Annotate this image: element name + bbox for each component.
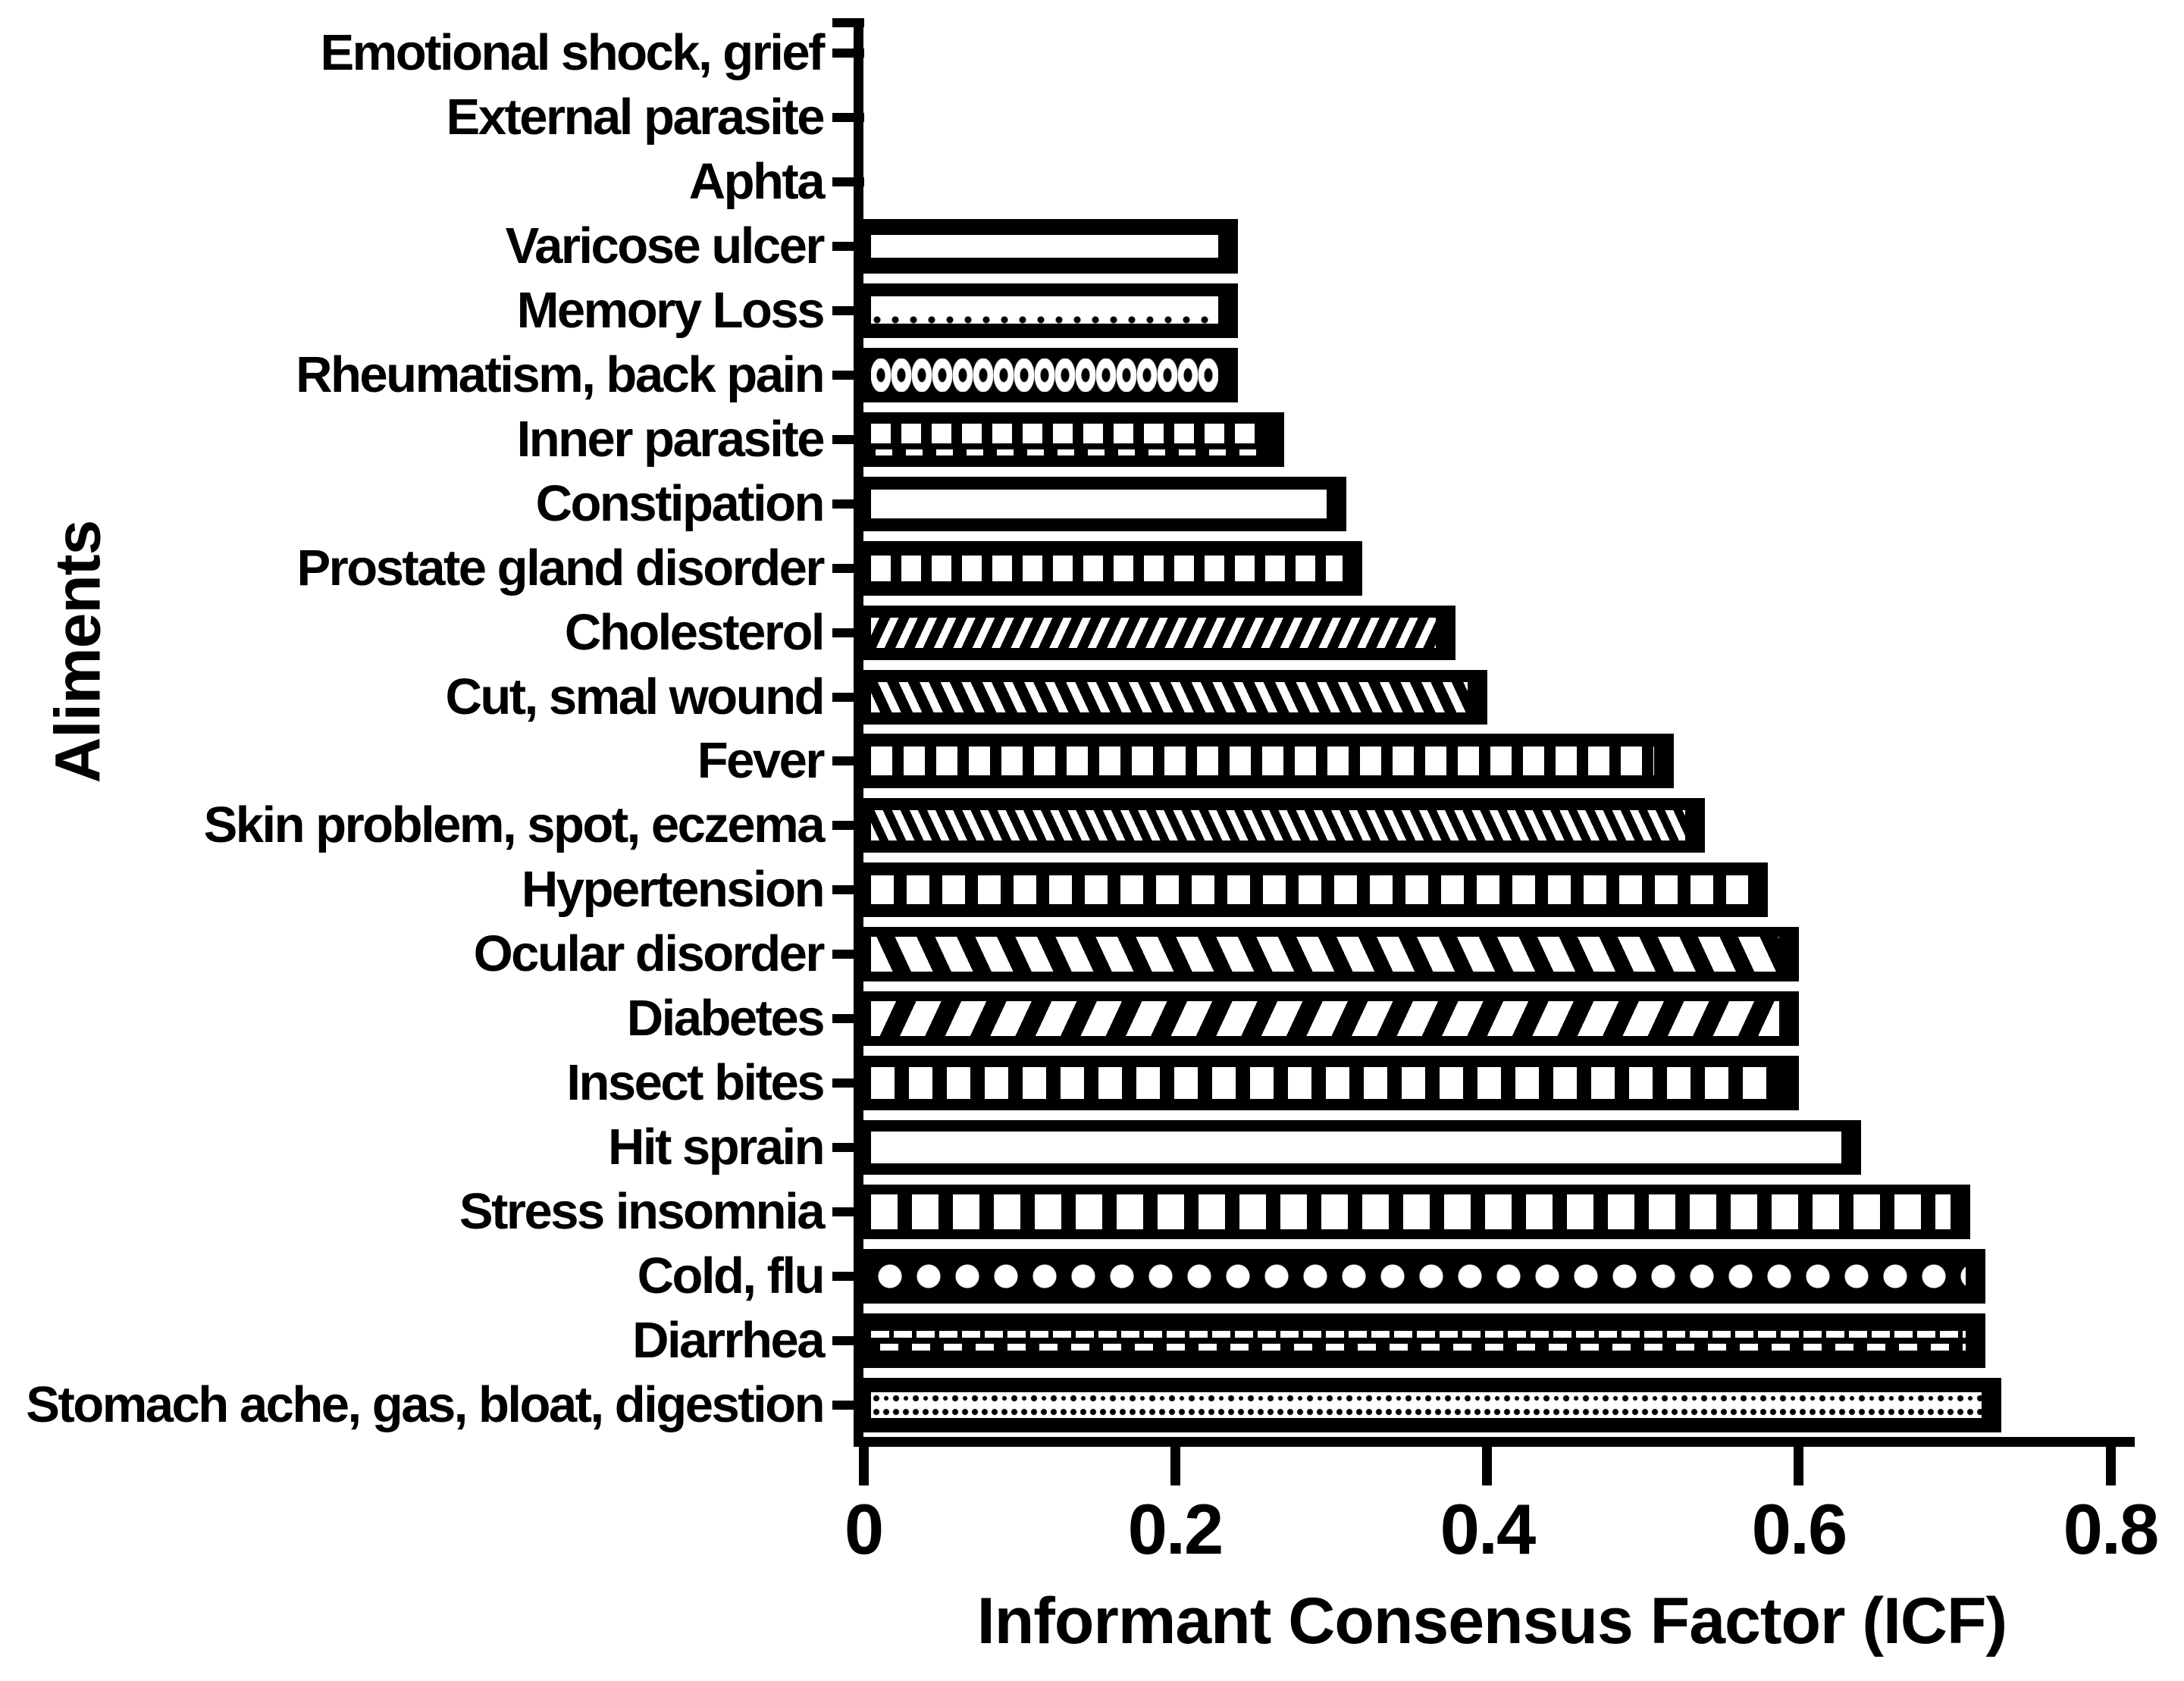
category-label: Varicose ulcer [505, 218, 826, 275]
bar [863, 798, 1705, 853]
bar [863, 540, 1362, 596]
bar-pattern [871, 810, 1685, 841]
bar [863, 927, 1799, 982]
bar-pattern [871, 937, 1779, 972]
x-tick-label: 0.6 [1751, 1489, 1848, 1569]
category-label: Ocular disorder [473, 925, 826, 983]
category-label: Hypertension [521, 861, 826, 919]
x-axis-title: Informant Consensus Factor (ICF) [976, 1585, 2007, 1658]
bar [863, 348, 1238, 402]
bar [863, 1184, 1970, 1239]
category-tick [832, 692, 864, 702]
category-label: Fever [697, 732, 826, 790]
bar [863, 605, 1455, 660]
category-tick [832, 821, 864, 831]
bar-pattern [871, 1194, 1951, 1229]
category-tick [832, 499, 864, 509]
bar-pattern [871, 555, 1343, 581]
bar [863, 412, 1284, 467]
bar [863, 219, 1238, 274]
bar-pattern [871, 1391, 1982, 1418]
category-tick [832, 1142, 864, 1152]
y-axis-line [854, 18, 863, 1447]
x-tick [2106, 1437, 2116, 1485]
category-tick [832, 177, 864, 187]
bar [863, 991, 1799, 1047]
category-tick [832, 1207, 864, 1216]
category-tick [832, 371, 864, 380]
category-label: Inner parasite [516, 410, 826, 468]
bar-pattern [871, 617, 1436, 648]
bar [863, 1119, 1861, 1175]
category-label: Stomach ache, gas, bloat, digestion [26, 1376, 825, 1433]
category-label: Cold, flu [637, 1247, 826, 1304]
category-label: Insect bites [566, 1054, 825, 1111]
category-tick [832, 1014, 864, 1024]
bar-pattern [871, 1256, 1966, 1296]
bar [863, 476, 1346, 531]
bar-pattern [871, 747, 1654, 776]
bar [863, 862, 1768, 918]
category-label: Diabetes [626, 990, 826, 1047]
category-label: Stress insomnia [459, 1182, 826, 1240]
x-tick [1794, 1437, 1803, 1485]
bar-pattern [871, 1131, 1841, 1163]
bar-pattern [871, 423, 1264, 455]
category-label: Aphta [688, 153, 826, 211]
category-tick [832, 756, 864, 766]
category-label: External parasite [446, 89, 826, 146]
bar [863, 734, 1674, 789]
category-label: Rheumatism, back pain [296, 346, 825, 403]
bar-pattern [871, 489, 1327, 518]
category-label: Skin problem, spot, eczema [203, 797, 826, 854]
category-label: Prostate gland disorder [296, 539, 825, 596]
category-tick [832, 1400, 864, 1410]
bar-pattern [871, 235, 1218, 258]
category-label: Constipation [535, 474, 826, 532]
category-label: Cholesterol [564, 603, 826, 661]
category-tick [832, 242, 864, 252]
bar [863, 1248, 1985, 1304]
bar [863, 669, 1487, 725]
x-tick [1170, 1437, 1180, 1485]
category-tick [832, 434, 864, 444]
x-tick-label: 0.4 [1440, 1489, 1537, 1569]
bar [863, 283, 1238, 339]
category-tick [832, 1271, 864, 1281]
bar-pattern [871, 1328, 1966, 1353]
category-tick [832, 563, 864, 573]
category-label: Hit sprain [608, 1118, 826, 1175]
bar-pattern [871, 681, 1468, 712]
x-tick-label: 0.2 [1127, 1489, 1224, 1569]
category-tick [832, 113, 864, 123]
category-tick [832, 950, 864, 959]
category-tick [832, 1078, 864, 1088]
bar-pattern [871, 358, 1218, 392]
x-tick-label: 0.8 [2063, 1489, 2160, 1569]
category-tick [832, 1335, 864, 1345]
category-label: Memory Loss [516, 282, 826, 340]
x-tick [1482, 1437, 1492, 1485]
category-label: Cut, smal wound [445, 668, 826, 725]
y-axis-top-tick [832, 18, 864, 27]
bar [863, 1313, 1985, 1368]
category-label: Diarrhea [632, 1311, 825, 1369]
category-tick [832, 885, 864, 895]
bar [863, 1056, 1799, 1110]
bar-pattern [871, 296, 1218, 324]
bar-pattern [871, 1001, 1779, 1037]
category-tick [832, 628, 864, 637]
x-tick [859, 1437, 869, 1485]
x-axis-line [854, 1437, 2135, 1447]
bar-pattern [871, 875, 1748, 905]
category-tick [832, 49, 864, 58]
bar [863, 1377, 2001, 1432]
category-label: Emotional shock, grief [320, 24, 825, 82]
category-tick [832, 306, 864, 316]
x-tick-label: 0 [844, 1489, 884, 1569]
bar-pattern [871, 1067, 1779, 1099]
